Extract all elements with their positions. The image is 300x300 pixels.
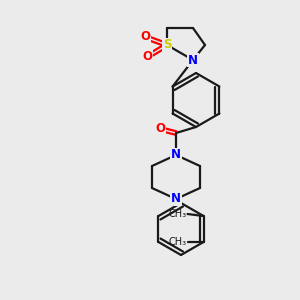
Text: N: N — [171, 148, 181, 161]
Text: S: S — [163, 38, 171, 52]
Text: O: O — [155, 122, 165, 136]
Text: CH₃: CH₃ — [168, 237, 187, 247]
Text: N: N — [188, 53, 198, 67]
Text: O: O — [140, 31, 150, 44]
Text: N: N — [171, 193, 181, 206]
Text: O: O — [142, 50, 152, 64]
Text: CH₃: CH₃ — [168, 209, 187, 219]
